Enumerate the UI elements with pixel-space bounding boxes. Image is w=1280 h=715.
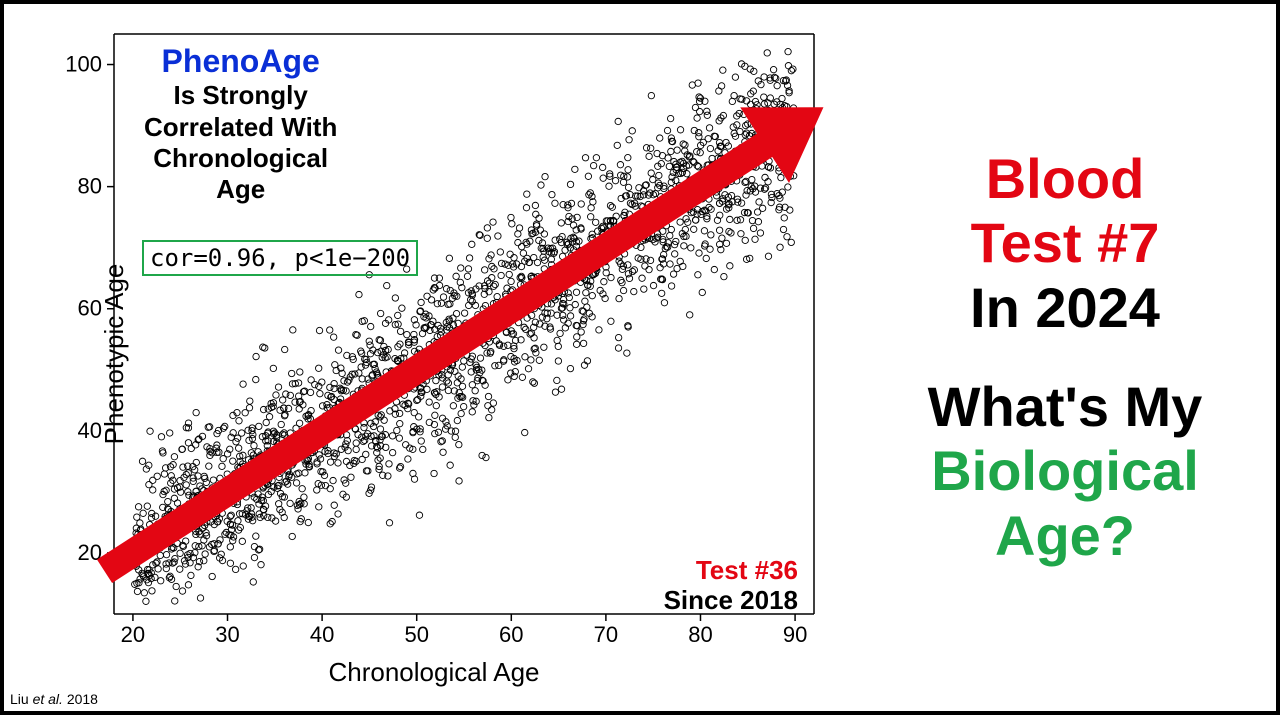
svg-text:30: 30 <box>215 622 239 647</box>
svg-text:50: 50 <box>404 622 428 647</box>
chart-panel: 203040506070809020406080100 Phenotypic A… <box>4 4 854 711</box>
svg-text:40: 40 <box>310 622 334 647</box>
citation: Liu et al. 2018 <box>10 691 98 707</box>
title-line: Age <box>144 174 337 205</box>
svg-text:100: 100 <box>65 52 102 77</box>
headline-whatsmy: What's My <box>928 375 1203 439</box>
svg-text:80: 80 <box>78 174 102 199</box>
citation-author: Liu <box>10 691 29 707</box>
y-axis-label: Phenotypic Age <box>99 264 130 445</box>
svg-text:60: 60 <box>499 622 523 647</box>
test-number-note: Test #36 Since 2018 <box>664 556 798 616</box>
title-line: Is Strongly <box>144 80 337 111</box>
citation-etal: et al. <box>33 691 63 707</box>
slide-frame: 203040506070809020406080100 Phenotypic A… <box>0 0 1280 715</box>
headline-biological: Biological <box>931 439 1199 503</box>
headline-blood: Blood <box>986 147 1145 211</box>
svg-text:70: 70 <box>594 622 618 647</box>
test-since: Since 2018 <box>664 586 798 616</box>
svg-text:90: 90 <box>783 622 807 647</box>
test-number: Test #36 <box>664 556 798 586</box>
citation-year: 2018 <box>67 691 98 707</box>
svg-text:80: 80 <box>688 622 712 647</box>
svg-text:20: 20 <box>121 622 145 647</box>
title-phenoage: PhenoAge <box>162 43 320 79</box>
title-line: Chronological <box>144 143 337 174</box>
correlation-box: cor=0.96, p<1e−200 <box>142 240 418 276</box>
title-line: Correlated With <box>144 112 337 143</box>
headline-test7: Test #7 <box>971 211 1160 275</box>
headline-in2024: In 2024 <box>970 276 1160 340</box>
headline-age: Age? <box>995 504 1135 568</box>
headline-panel: Blood Test #7 In 2024 What's My Biologic… <box>854 4 1276 711</box>
plot-wrap: 203040506070809020406080100 Phenotypic A… <box>34 24 834 684</box>
x-axis-label: Chronological Age <box>34 657 834 688</box>
chart-title-overlay: PhenoAge Is Strongly Correlated With Chr… <box>144 42 337 205</box>
